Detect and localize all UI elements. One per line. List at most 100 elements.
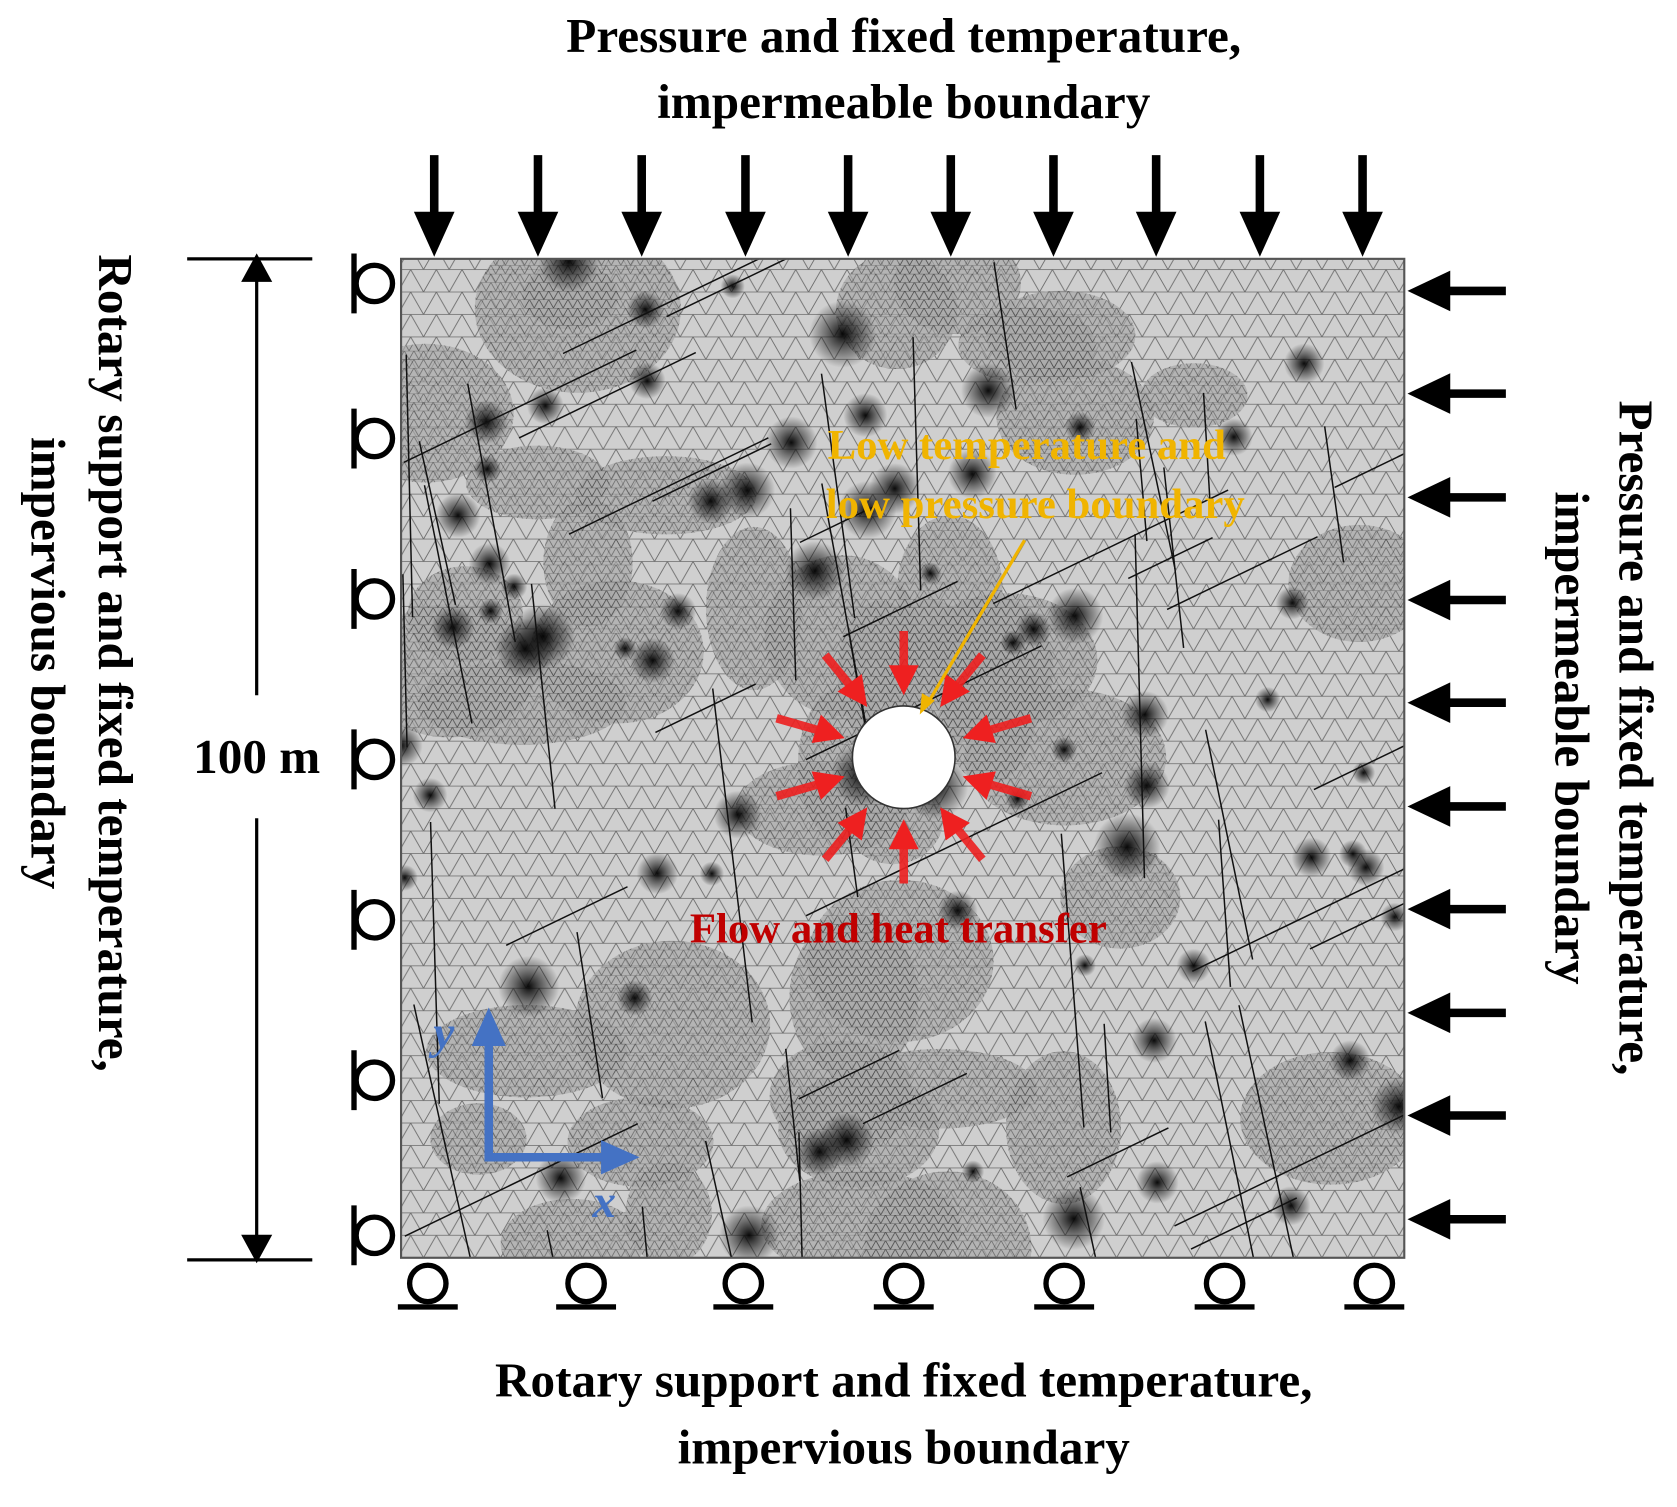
fracture: [505, 886, 628, 947]
roller: [353, 578, 396, 620]
mesh-cluster: [687, 478, 734, 525]
fracture: [798, 1049, 900, 1100]
fracture: [1079, 1187, 1097, 1258]
fracture: [1060, 833, 1085, 1128]
x-axis-label: x: [592, 1176, 617, 1228]
flow-arrowhead: [811, 714, 845, 744]
fracture: [429, 821, 441, 1104]
mesh-cluster: [628, 362, 666, 400]
mesh-cluster: [626, 290, 665, 329]
fracture: [413, 1004, 472, 1258]
fracture: [1163, 467, 1185, 649]
flow-arrowhead: [837, 674, 868, 708]
fracture: [418, 441, 457, 605]
load-arrowhead: [517, 211, 559, 257]
mesh-cluster: [629, 637, 676, 684]
mesh-cluster: [1051, 736, 1077, 763]
load-arrowhead: [1407, 373, 1451, 414]
mesh-cluster: [843, 393, 888, 438]
roller: [353, 262, 396, 305]
mesh-cluster: [613, 637, 637, 660]
flow-arrow: [951, 652, 986, 691]
mesh-cluster: [961, 1160, 985, 1183]
load-arrowhead: [1407, 682, 1451, 724]
mesh-domain: [399, 257, 1406, 1259]
fracture: [402, 574, 408, 748]
fracture: [993, 262, 1017, 410]
mesh-cluster: [659, 592, 697, 630]
fracture: [1204, 1021, 1255, 1258]
bottom-label: Rotary support and fixed temperature,: [495, 1352, 1312, 1407]
fracture: [1238, 1005, 1295, 1258]
fracture: [1191, 868, 1405, 972]
load-arrowhead: [1342, 211, 1383, 257]
flow-arrowhead: [940, 807, 970, 841]
mesh-cluster: [636, 852, 679, 895]
roller: [406, 1262, 449, 1305]
mesh-cluster: [937, 890, 978, 931]
refined-zone: [1060, 846, 1181, 949]
fracture: [798, 1132, 803, 1258]
fracture: [655, 683, 756, 734]
mesh-cluster: [1352, 761, 1376, 785]
mesh-cluster: [719, 1205, 779, 1258]
fracture: [799, 504, 878, 544]
roller: [353, 1214, 396, 1257]
fracture: [1204, 729, 1254, 960]
fracture: [1166, 536, 1318, 611]
fracture: [652, 443, 772, 502]
refined-zone: [500, 1198, 644, 1258]
roller: [882, 1262, 925, 1305]
flow-arrow: [821, 823, 856, 863]
refined-zone: [430, 1103, 527, 1175]
mesh-cluster: [765, 416, 818, 469]
load-arrowhead: [930, 211, 972, 257]
refined-zone: [426, 1004, 627, 1098]
fracture: [405, 354, 414, 618]
refined-zone: [1140, 363, 1248, 428]
borehole: [851, 705, 956, 810]
fracture: [568, 437, 769, 535]
dimension: [187, 253, 313, 1264]
mesh-cluster: [538, 258, 600, 293]
fracture: [530, 583, 556, 809]
fracture: [711, 688, 753, 1023]
y-axis-label: y: [428, 1007, 455, 1059]
mesh-cluster: [1121, 690, 1169, 739]
right-label: impermeable boundary: [1545, 491, 1600, 985]
mesh-cluster: [1275, 586, 1309, 620]
bottom-label: impervious boundary: [678, 1420, 1131, 1475]
fracture: [1134, 534, 1146, 879]
flow-arrowhead: [837, 807, 868, 841]
mesh-cluster: [1015, 611, 1052, 647]
flow-arrowhead: [888, 819, 919, 850]
mesh-cluster: [435, 492, 481, 538]
roller: [1353, 1262, 1396, 1305]
mesh-cluster: [1380, 902, 1405, 932]
fracture: [862, 1072, 968, 1125]
fracture: [1190, 1197, 1298, 1250]
load-arrowhead: [1407, 1198, 1451, 1240]
flow-arrowhead: [962, 771, 996, 800]
mesh-cluster: [468, 542, 511, 585]
fracture: [820, 373, 856, 619]
left-label: impervious boundary: [20, 437, 75, 890]
refined-zone: [843, 1048, 1037, 1129]
mesh-cluster: [1176, 948, 1211, 984]
mesh-cluster: [510, 603, 576, 669]
fracture: [1135, 418, 1148, 542]
mesh-cluster: [616, 980, 653, 1016]
load-arrowhead: [1407, 1095, 1451, 1136]
mesh-cluster: [1047, 587, 1104, 644]
fracture: [466, 383, 516, 643]
mesh-cluster: [947, 449, 997, 499]
refined-zone: [574, 940, 771, 1109]
fracture: [1334, 452, 1405, 489]
mesh-cluster: [1093, 813, 1161, 880]
flow-arrow: [821, 652, 856, 691]
mesh-cluster: [501, 573, 528, 600]
fracture: [546, 1230, 554, 1258]
mesh-cluster: [1215, 418, 1253, 456]
mesh-cluster: [699, 861, 725, 886]
refined-zone: [1240, 1052, 1405, 1185]
